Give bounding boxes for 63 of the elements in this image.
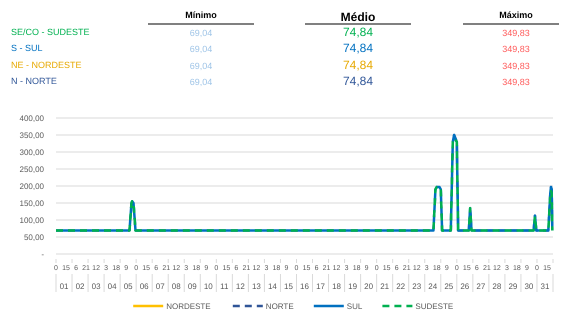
x2-tick-label: 14 xyxy=(268,282,278,291)
text: 74,84 xyxy=(342,58,374,72)
x2-tick-label: 29 xyxy=(508,282,518,291)
text: Mínimo xyxy=(185,10,218,20)
y-tick-label: 200,00 xyxy=(20,182,45,191)
text: 69,04 xyxy=(190,28,212,38)
x2-tick-label: 21 xyxy=(380,282,390,291)
text: NE - NORDESTE xyxy=(11,60,82,70)
x2-tick-label: 03 xyxy=(92,282,102,291)
x2-tick-label: 31 xyxy=(540,282,550,291)
x2-tick-label: 22 xyxy=(396,282,406,291)
text: 349,83 xyxy=(502,61,530,71)
y-tick-label: 400,00 xyxy=(20,114,45,123)
x2-tick-label: 19 xyxy=(348,282,358,291)
text: 69,04 xyxy=(190,61,212,71)
x2-tick-label: 07 xyxy=(156,282,166,291)
y-tick-label: 300,00 xyxy=(20,148,45,157)
x2-tick-label: 10 xyxy=(204,282,214,291)
x2-tick-label: 15 xyxy=(284,282,294,291)
x2-tick-label: 11 xyxy=(220,282,230,291)
text: 74,84 xyxy=(342,74,374,88)
text: 74,84 xyxy=(342,25,374,39)
y-tick-label: 250,00 xyxy=(20,165,45,174)
legend-label: NORDESTE xyxy=(166,302,211,311)
text: 69,04 xyxy=(190,44,212,54)
x2-tick-label: 27 xyxy=(476,282,486,291)
x2-tick-label: 23 xyxy=(412,282,422,291)
text: 69,04 xyxy=(190,77,212,87)
x2-tick-label: 24 xyxy=(428,282,438,291)
text: 74,84 xyxy=(342,41,374,55)
y-tick-label: 350,00 xyxy=(20,131,45,140)
x2-tick-label: 05 xyxy=(124,282,134,291)
x2-tick-label: 01 xyxy=(60,282,70,291)
x2-tick-label: 16 xyxy=(300,282,310,291)
x2-tick-label: 04 xyxy=(108,282,118,291)
text: Médio xyxy=(340,10,376,24)
y-tick-label: 50,00 xyxy=(24,233,45,242)
x2-tick-label: 09 xyxy=(188,282,198,291)
text: SE/CO - SUDESTE xyxy=(11,27,90,37)
x2-tick-label: 02 xyxy=(76,282,86,291)
x2-tick-label: 28 xyxy=(492,282,502,291)
x2-tick-label: 08 xyxy=(172,282,182,291)
legend-label: NORTE xyxy=(266,302,294,311)
text: 349,83 xyxy=(502,77,530,87)
x2-tick-label: 12 xyxy=(236,282,246,291)
x2-tick-label: 26 xyxy=(460,282,470,291)
x2-tick-label: 13 xyxy=(252,282,262,291)
x2-tick-label: 20 xyxy=(364,282,374,291)
legend-label: SUDESTE xyxy=(415,302,454,311)
text: Máximo xyxy=(499,10,534,20)
x2-tick-label: 17 xyxy=(316,282,326,291)
y-tick-label: - xyxy=(41,250,44,259)
y-tick-label: 150,00 xyxy=(20,199,45,208)
text: S - SUL xyxy=(11,43,43,53)
text: N - NORTE xyxy=(11,76,57,86)
legend-label: SUL xyxy=(346,302,363,311)
text: 349,83 xyxy=(502,44,530,54)
text: 349,83 xyxy=(502,28,530,38)
x2-tick-label: 06 xyxy=(140,282,150,291)
x2-tick-label: 25 xyxy=(444,282,454,291)
y-tick-label: 100,00 xyxy=(20,216,45,225)
x2-tick-label: 30 xyxy=(524,282,534,291)
x2-tick-label: 18 xyxy=(332,282,342,291)
